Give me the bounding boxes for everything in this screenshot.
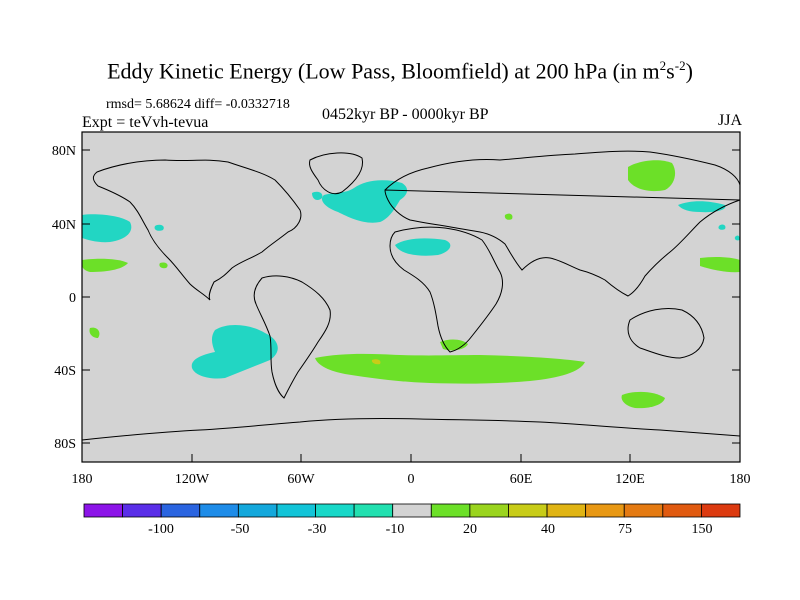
region-southern-ocean: [315, 353, 585, 384]
lon-label-180e: 180: [730, 472, 751, 487]
colorbar-swatch: [353, 503, 394, 518]
region-pacific-dot: [154, 224, 164, 231]
lat-label-80n: 80N: [52, 144, 76, 159]
lat-label-0: 0: [69, 291, 76, 306]
colorbar-label-150: 150: [692, 522, 713, 537]
lon-label-0: 0: [408, 472, 415, 487]
region-siberia: [628, 160, 676, 192]
region-caspian: [504, 213, 513, 220]
lon-labels: 180 120W 60W 0 60E 120E 180: [72, 472, 751, 487]
colorbar-swatch: [199, 503, 239, 518]
colorbar-label-20: 20: [463, 522, 477, 537]
colorbar-swatch: [546, 503, 587, 518]
lat-label-80s: 80S: [54, 437, 76, 452]
region-west-atlantic: [312, 191, 323, 201]
colorbar-label-minus100: -100: [148, 522, 174, 537]
north-america-coast: [92, 159, 302, 301]
region-south-indian: [621, 391, 665, 409]
lon-label-120w: 120W: [175, 472, 210, 487]
colorbar-label-75: 75: [618, 522, 632, 537]
colorbar-swatch: [276, 503, 316, 518]
region-west-pacific: [700, 256, 740, 273]
south-america-coast: [253, 275, 331, 399]
region-north-atlantic: [321, 180, 408, 223]
colorbar-swatch: [469, 503, 509, 518]
season-label: JJA: [717, 112, 742, 129]
lat-ticks: [82, 149, 740, 444]
lon-label-120e: 120E: [615, 472, 645, 487]
lat-label-40s: 40S: [54, 364, 76, 379]
lat-labels: 80N 40N 0 40S 80S: [52, 144, 76, 452]
lon-label-60w: 60W: [287, 472, 315, 487]
europe-asia-coast: [384, 150, 741, 297]
colorbar-label-40: 40: [541, 522, 555, 537]
lon-label-60e: 60E: [510, 472, 533, 487]
colorbar-labels: -100 -50 -30 -10 20 40 75 150: [148, 522, 712, 537]
antarctica-coast: [81, 417, 741, 441]
africa-coast: [389, 226, 504, 353]
coastlines: [81, 150, 741, 441]
lon-ticks: [81, 454, 741, 462]
region-japan-east: [678, 201, 726, 213]
colorbar: [83, 503, 741, 518]
colorbar-swatch: [315, 503, 355, 518]
colorbar-swatch: [623, 503, 664, 518]
lon-label-180w: 180: [72, 472, 93, 487]
colorbar-label-minus50: -50: [231, 522, 250, 537]
colorbar-swatch: [585, 503, 625, 518]
colorbar-swatch: [160, 503, 201, 518]
region-south-pacific: [191, 324, 278, 379]
region-southern-peak: [371, 359, 381, 365]
colorbar-swatch: [508, 503, 548, 518]
australia-coast: [627, 307, 705, 359]
colorbar-swatch: [392, 503, 432, 518]
period-label: 0452kyr BP - 0000kyr BP: [322, 106, 489, 123]
colorbar-label-minus30: -30: [308, 522, 327, 537]
stats-text: rmsd= 5.68624 diff= -0.0332718: [106, 97, 290, 112]
greenland-coast: [309, 152, 364, 195]
colorbar-swatch: [83, 503, 123, 518]
colorbar-swatch: [701, 503, 741, 518]
region-pacific-east: [159, 262, 168, 269]
colorbar-label-minus10: -10: [386, 522, 405, 537]
colorbar-swatch: [237, 503, 278, 518]
colorbar-swatch: [430, 503, 471, 518]
map-background: [82, 132, 740, 462]
experiment-label: Expt = teVvh-tevua: [82, 114, 209, 131]
region-pacific-west-dot: [718, 224, 726, 230]
colorbar-swatch: [662, 503, 702, 518]
region-south-pacific-west: [89, 327, 100, 338]
region-north-pacific-east: [82, 214, 132, 243]
lat-label-40n: 40N: [52, 218, 76, 233]
colorbar-swatch: [122, 503, 162, 518]
anomaly-regions: [82, 160, 740, 409]
region-pacific-west-dot2: [734, 235, 740, 241]
region-north-pacific-west: [82, 258, 128, 272]
region-mid-atlantic: [395, 238, 451, 256]
chart-title: Eddy Kinetic Energy (Low Pass, Bloomfiel…: [107, 58, 693, 84]
